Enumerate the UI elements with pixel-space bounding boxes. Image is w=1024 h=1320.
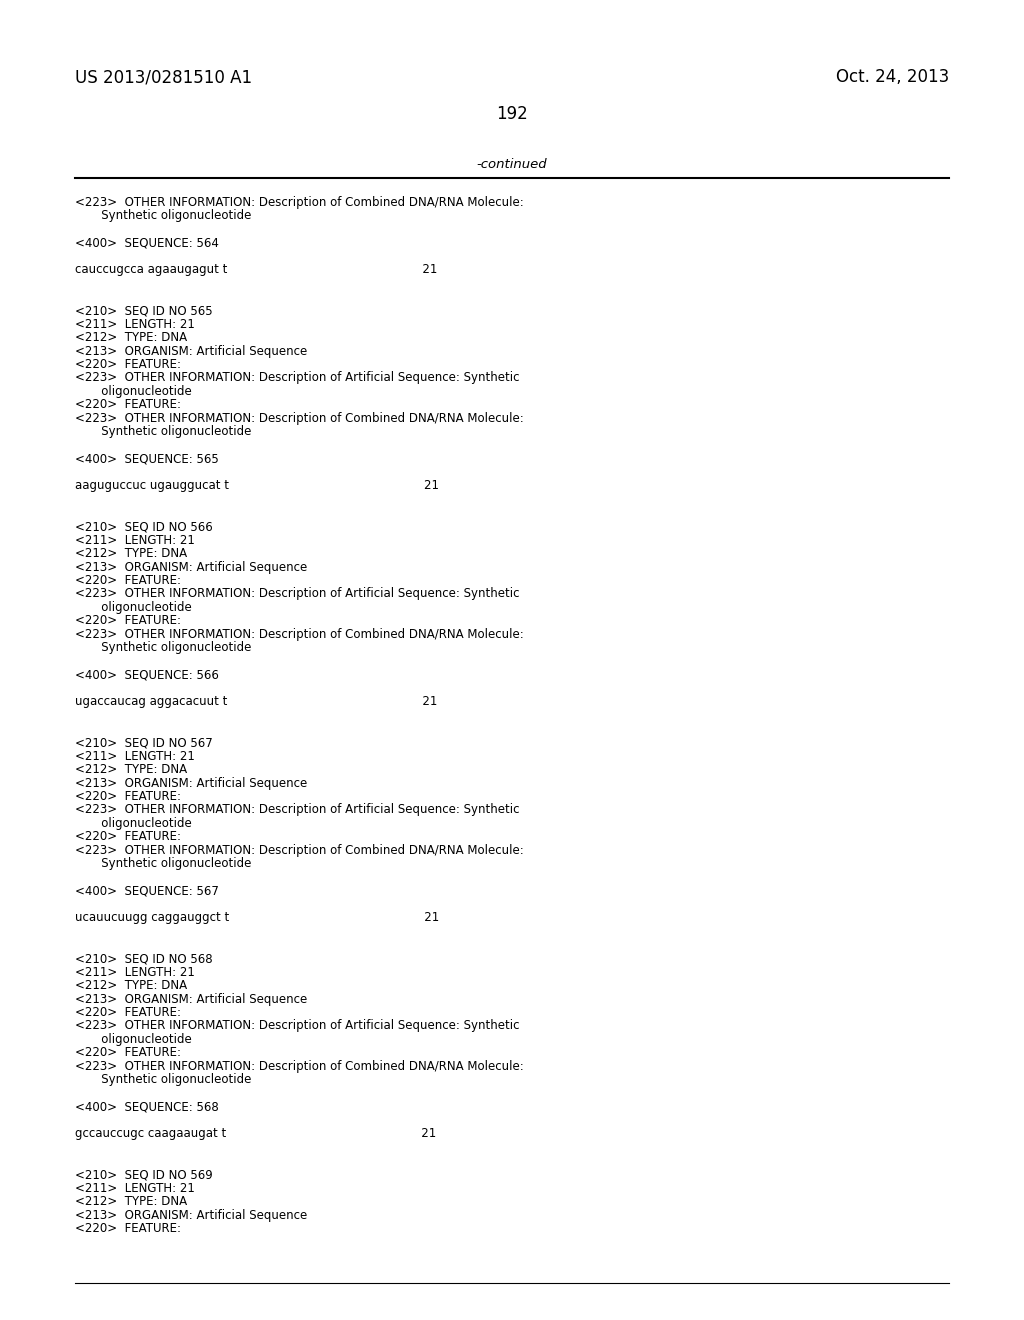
Text: -continued: -continued	[477, 158, 547, 172]
Text: <400>  SEQUENCE: 568: <400> SEQUENCE: 568	[75, 1101, 219, 1114]
Text: <212>  TYPE: DNA: <212> TYPE: DNA	[75, 763, 187, 776]
Text: 192: 192	[496, 106, 528, 123]
Text: <210>  SEQ ID NO 567: <210> SEQ ID NO 567	[75, 737, 213, 748]
Text: gccauccugc caagaaugat t                                                    21: gccauccugc caagaaugat t 21	[75, 1127, 436, 1140]
Text: <223>  OTHER INFORMATION: Description of Combined DNA/RNA Molecule:: <223> OTHER INFORMATION: Description of …	[75, 412, 523, 425]
Text: <223>  OTHER INFORMATION: Description of Combined DNA/RNA Molecule:: <223> OTHER INFORMATION: Description of …	[75, 1060, 523, 1073]
Text: Oct. 24, 2013: Oct. 24, 2013	[836, 69, 949, 86]
Text: <223>  OTHER INFORMATION: Description of Artificial Sequence: Synthetic: <223> OTHER INFORMATION: Description of …	[75, 804, 519, 817]
Text: <223>  OTHER INFORMATION: Description of Artificial Sequence: Synthetic: <223> OTHER INFORMATION: Description of …	[75, 1019, 519, 1032]
Text: Synthetic oligonucleotide: Synthetic oligonucleotide	[75, 210, 251, 223]
Text: <213>  ORGANISM: Artificial Sequence: <213> ORGANISM: Artificial Sequence	[75, 345, 307, 358]
Text: <212>  TYPE: DNA: <212> TYPE: DNA	[75, 979, 187, 993]
Text: <213>  ORGANISM: Artificial Sequence: <213> ORGANISM: Artificial Sequence	[75, 561, 307, 573]
Text: oligonucleotide: oligonucleotide	[75, 601, 191, 614]
Text: cauccugcca agaaugagut t                                                    21: cauccugcca agaaugagut t 21	[75, 264, 437, 276]
Text: <213>  ORGANISM: Artificial Sequence: <213> ORGANISM: Artificial Sequence	[75, 993, 307, 1006]
Text: ugaccaucag aggacacuut t                                                    21: ugaccaucag aggacacuut t 21	[75, 696, 437, 709]
Text: oligonucleotide: oligonucleotide	[75, 1034, 191, 1045]
Text: US 2013/0281510 A1: US 2013/0281510 A1	[75, 69, 252, 86]
Text: <210>  SEQ ID NO 566: <210> SEQ ID NO 566	[75, 520, 213, 533]
Text: <212>  TYPE: DNA: <212> TYPE: DNA	[75, 546, 187, 560]
Text: <223>  OTHER INFORMATION: Description of Artificial Sequence: Synthetic: <223> OTHER INFORMATION: Description of …	[75, 587, 519, 601]
Text: <211>  LENGTH: 21: <211> LENGTH: 21	[75, 318, 195, 330]
Text: <210>  SEQ ID NO 569: <210> SEQ ID NO 569	[75, 1168, 213, 1181]
Text: <400>  SEQUENCE: 566: <400> SEQUENCE: 566	[75, 668, 219, 681]
Text: <223>  OTHER INFORMATION: Description of Artificial Sequence: Synthetic: <223> OTHER INFORMATION: Description of …	[75, 371, 519, 384]
Text: Synthetic oligonucleotide: Synthetic oligonucleotide	[75, 425, 251, 438]
Text: <220>  FEATURE:: <220> FEATURE:	[75, 615, 181, 627]
Text: <223>  OTHER INFORMATION: Description of Combined DNA/RNA Molecule:: <223> OTHER INFORMATION: Description of …	[75, 843, 523, 857]
Text: <213>  ORGANISM: Artificial Sequence: <213> ORGANISM: Artificial Sequence	[75, 1209, 307, 1221]
Text: <211>  LENGTH: 21: <211> LENGTH: 21	[75, 1181, 195, 1195]
Text: <220>  FEATURE:: <220> FEATURE:	[75, 358, 181, 371]
Text: <223>  OTHER INFORMATION: Description of Combined DNA/RNA Molecule:: <223> OTHER INFORMATION: Description of …	[75, 195, 523, 209]
Text: oligonucleotide: oligonucleotide	[75, 817, 191, 830]
Text: aaguguccuc ugauggucat t                                                    21: aaguguccuc ugauggucat t 21	[75, 479, 439, 492]
Text: <220>  FEATURE:: <220> FEATURE:	[75, 574, 181, 587]
Text: <400>  SEQUENCE: 567: <400> SEQUENCE: 567	[75, 884, 219, 898]
Text: <220>  FEATURE:: <220> FEATURE:	[75, 789, 181, 803]
Text: <211>  LENGTH: 21: <211> LENGTH: 21	[75, 965, 195, 978]
Text: <212>  TYPE: DNA: <212> TYPE: DNA	[75, 331, 187, 345]
Text: <223>  OTHER INFORMATION: Description of Combined DNA/RNA Molecule:: <223> OTHER INFORMATION: Description of …	[75, 628, 523, 642]
Text: ucauucuugg caggauggct t                                                    21: ucauucuugg caggauggct t 21	[75, 912, 439, 924]
Text: <220>  FEATURE:: <220> FEATURE:	[75, 399, 181, 412]
Text: Synthetic oligonucleotide: Synthetic oligonucleotide	[75, 642, 251, 655]
Text: Synthetic oligonucleotide: Synthetic oligonucleotide	[75, 858, 251, 870]
Text: <213>  ORGANISM: Artificial Sequence: <213> ORGANISM: Artificial Sequence	[75, 776, 307, 789]
Text: <400>  SEQUENCE: 564: <400> SEQUENCE: 564	[75, 236, 219, 249]
Text: <211>  LENGTH: 21: <211> LENGTH: 21	[75, 750, 195, 763]
Text: <220>  FEATURE:: <220> FEATURE:	[75, 1047, 181, 1060]
Text: Synthetic oligonucleotide: Synthetic oligonucleotide	[75, 1073, 251, 1086]
Text: <211>  LENGTH: 21: <211> LENGTH: 21	[75, 533, 195, 546]
Text: <212>  TYPE: DNA: <212> TYPE: DNA	[75, 1195, 187, 1208]
Text: <210>  SEQ ID NO 568: <210> SEQ ID NO 568	[75, 952, 213, 965]
Text: oligonucleotide: oligonucleotide	[75, 385, 191, 399]
Text: <220>  FEATURE:: <220> FEATURE:	[75, 1006, 181, 1019]
Text: <400>  SEQUENCE: 565: <400> SEQUENCE: 565	[75, 453, 219, 466]
Text: <210>  SEQ ID NO 565: <210> SEQ ID NO 565	[75, 304, 213, 317]
Text: <220>  FEATURE:: <220> FEATURE:	[75, 830, 181, 843]
Text: <220>  FEATURE:: <220> FEATURE:	[75, 1222, 181, 1236]
